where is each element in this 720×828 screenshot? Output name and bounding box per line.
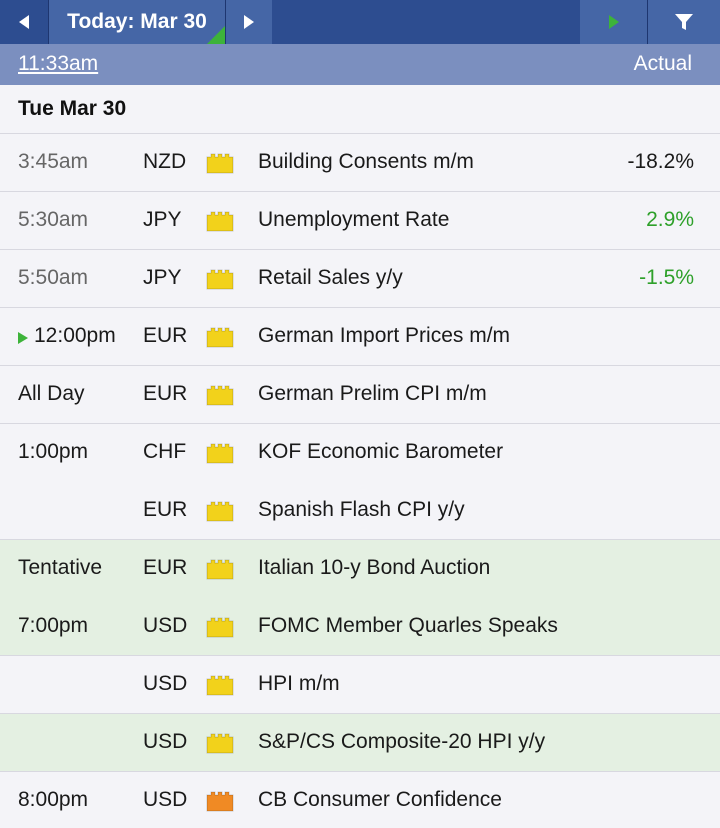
event-row[interactable]: 3:45am NZD Building Consents m/m -18.2%: [0, 134, 720, 192]
event-time: Tentative: [18, 556, 103, 579]
event-time: 5:50am: [18, 266, 89, 289]
toolbar-divider: [225, 0, 226, 44]
event-actual-value: -18.2%: [627, 150, 694, 173]
now-marker-icon: [18, 332, 28, 344]
day-label: Tue Mar 30: [18, 97, 127, 120]
event-time: 1:00pm: [18, 440, 89, 463]
event-currency: EUR: [143, 498, 188, 521]
impact-low-icon[interactable]: [206, 733, 234, 754]
next-day-button[interactable]: [226, 0, 272, 44]
current-time-link[interactable]: 11:33am: [18, 52, 99, 75]
event-time: All Day: [18, 382, 85, 405]
event-currency: USD: [143, 672, 188, 695]
play-icon: [608, 15, 619, 29]
toolbar-divider: [647, 0, 648, 44]
event-currency: EUR: [143, 382, 188, 405]
event-currency: NZD: [143, 150, 187, 173]
event-name: German Import Prices m/m: [258, 324, 511, 347]
event-row[interactable]: USD S&P/CS Composite-20 HPI y/y: [0, 714, 720, 772]
impact-medium-icon[interactable]: [206, 791, 234, 812]
previous-day-button[interactable]: [0, 0, 48, 44]
event-currency: EUR: [143, 556, 188, 579]
event-name: FOMC Member Quarles Speaks: [258, 614, 558, 637]
event-currency: USD: [143, 730, 188, 753]
column-header-bar: 11:33am Actual: [0, 44, 720, 85]
impact-low-icon[interactable]: [206, 327, 234, 348]
impact-low-icon[interactable]: [206, 675, 234, 696]
filter-icon: [675, 14, 693, 30]
actual-column-header: Actual: [633, 52, 692, 75]
impact-low-icon[interactable]: [206, 385, 234, 406]
event-name: CB Consumer Confidence: [258, 788, 502, 811]
event-time: 5:30am: [18, 208, 89, 231]
event-row[interactable]: 1:00pm CHF KOF Economic Barometer: [0, 424, 720, 482]
event-row[interactable]: 7:00pm USD FOMC Member Quarles Speaks: [0, 598, 720, 656]
event-row[interactable]: 8:00pm USD CB Consumer Confidence: [0, 772, 720, 828]
event-name: Spanish Flash CPI y/y: [258, 498, 465, 521]
impact-low-icon[interactable]: [206, 153, 234, 174]
event-name: HPI m/m: [258, 672, 340, 695]
event-currency: EUR: [143, 324, 188, 347]
event-row[interactable]: 5:30am JPY Unemployment Rate 2.9%: [0, 192, 720, 250]
event-time: 3:45am: [18, 150, 89, 173]
event-currency: JPY: [143, 266, 182, 289]
event-row[interactable]: All Day EUR German Prelim CPI m/m: [0, 366, 720, 424]
day-header: Tue Mar 30: [0, 85, 720, 134]
event-actual-value: 2.9%: [646, 208, 694, 231]
triangle-right-icon: [244, 15, 254, 29]
event-time: 7:00pm: [18, 614, 89, 637]
event-name: S&P/CS Composite-20 HPI y/y: [258, 730, 546, 753]
impact-low-icon[interactable]: [206, 269, 234, 290]
event-currency: CHF: [143, 440, 187, 463]
event-time: 12:00pm: [34, 324, 116, 347]
event-currency: JPY: [143, 208, 182, 231]
impact-low-icon[interactable]: [206, 443, 234, 464]
event-time: 8:00pm: [18, 788, 89, 811]
event-name: German Prelim CPI m/m: [258, 382, 487, 405]
event-row[interactable]: USD HPI m/m: [0, 656, 720, 714]
event-name: Retail Sales y/y: [258, 266, 403, 289]
date-selector-button[interactable]: Today: Mar 30: [49, 0, 225, 44]
impact-low-icon[interactable]: [206, 559, 234, 580]
event-actual-value: -1.5%: [639, 266, 694, 289]
impact-low-icon[interactable]: [206, 501, 234, 522]
filter-button[interactable]: [648, 0, 720, 44]
event-name: KOF Economic Barometer: [258, 440, 504, 463]
impact-low-icon[interactable]: [206, 617, 234, 638]
event-name: Italian 10-y Bond Auction: [258, 556, 491, 579]
event-row[interactable]: EUR Spanish Flash CPI y/y: [0, 482, 720, 540]
event-name: Unemployment Rate: [258, 208, 450, 231]
calendar-toolbar: Today: Mar 30: [0, 0, 720, 44]
toolbar-divider: [48, 0, 49, 44]
impact-low-icon[interactable]: [206, 211, 234, 232]
jump-to-now-button[interactable]: [580, 0, 647, 44]
event-row[interactable]: 12:00pm EUR German Import Prices m/m: [0, 308, 720, 366]
event-row[interactable]: Tentative EUR Italian 10-y Bond Auction: [0, 540, 720, 598]
dropdown-corner-icon: [207, 26, 225, 44]
event-row[interactable]: 5:50am JPY Retail Sales y/y -1.5%: [0, 250, 720, 308]
event-list: 3:45am NZD Building Consents m/m -18.2% 5:30…: [0, 134, 720, 828]
event-currency: USD: [143, 788, 188, 811]
event-name: Building Consents m/m: [258, 150, 474, 173]
date-label: Today: Mar 30: [67, 10, 207, 33]
triangle-left-icon: [19, 15, 29, 29]
event-currency: USD: [143, 614, 188, 637]
